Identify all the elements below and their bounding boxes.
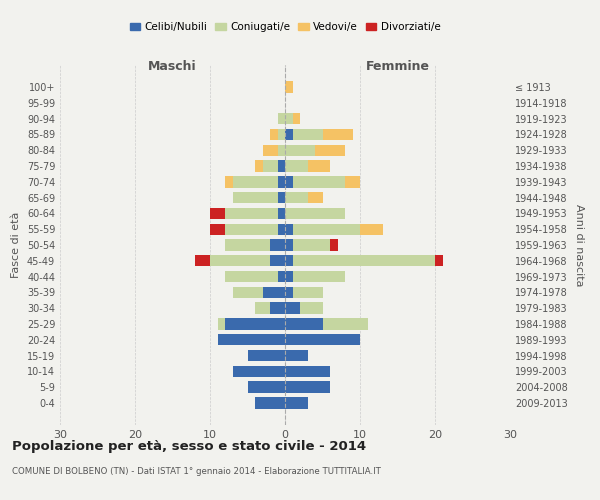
Text: Popolazione per età, sesso e stato civile - 2014: Popolazione per età, sesso e stato civil… [12,440,366,453]
Bar [293,224,360,235]
Bar [285,286,293,298]
Bar [263,286,285,298]
Bar [195,255,210,266]
Bar [270,302,285,314]
Bar [225,318,285,330]
Bar [285,224,293,235]
Bar [248,382,285,393]
Bar [330,240,337,250]
Bar [285,255,293,266]
Bar [277,113,285,124]
Bar [285,350,308,362]
Bar [225,240,270,250]
Bar [285,113,293,124]
Bar [323,318,367,330]
Bar [277,271,285,282]
Bar [293,271,345,282]
Bar [285,128,293,140]
Bar [277,208,285,219]
Bar [285,366,330,377]
Bar [233,366,285,377]
Bar [285,240,293,250]
Bar [263,144,277,156]
Bar [210,224,225,235]
Bar [277,144,285,156]
Y-axis label: Anni di nascita: Anni di nascita [574,204,584,286]
Bar [285,192,308,203]
Bar [293,240,330,250]
Text: COMUNE DI BOLBENO (TN) - Dati ISTAT 1° gennaio 2014 - Elaborazione TUTTITALIA.IT: COMUNE DI BOLBENO (TN) - Dati ISTAT 1° g… [12,468,381,476]
Bar [285,271,293,282]
Text: Maschi: Maschi [148,60,197,73]
Bar [285,144,315,156]
Bar [435,255,443,266]
Bar [285,334,360,345]
Bar [255,160,263,172]
Bar [255,398,285,408]
Bar [285,176,293,188]
Bar [277,160,285,172]
Bar [293,113,300,124]
Bar [293,255,435,266]
Bar [277,128,285,140]
Bar [270,240,285,250]
Bar [263,160,277,172]
Bar [233,192,277,203]
Bar [300,302,323,314]
Bar [285,398,308,408]
Bar [293,176,345,188]
Bar [225,208,277,219]
Bar [285,382,330,393]
Bar [255,302,270,314]
Bar [285,208,345,219]
Bar [210,255,270,266]
Bar [233,286,263,298]
Bar [270,128,277,140]
Bar [210,208,225,219]
Bar [248,350,285,362]
Bar [277,192,285,203]
Bar [285,160,308,172]
Bar [225,176,233,188]
Bar [323,128,353,140]
Text: Femmine: Femmine [365,60,430,73]
Bar [285,318,323,330]
Legend: Celibi/Nubili, Coniugati/e, Vedovi/e, Divorziati/e: Celibi/Nubili, Coniugati/e, Vedovi/e, Di… [125,18,445,36]
Bar [270,255,285,266]
Bar [360,224,383,235]
Bar [315,144,345,156]
Bar [345,176,360,188]
Bar [225,271,277,282]
Bar [285,82,293,92]
Bar [277,224,285,235]
Bar [277,176,285,188]
Bar [218,334,285,345]
Bar [293,286,323,298]
Bar [308,192,323,203]
Bar [218,318,225,330]
Bar [233,176,277,188]
Bar [308,160,330,172]
Bar [225,224,277,235]
Bar [293,128,323,140]
Bar [285,302,300,314]
Y-axis label: Fasce di età: Fasce di età [11,212,21,278]
